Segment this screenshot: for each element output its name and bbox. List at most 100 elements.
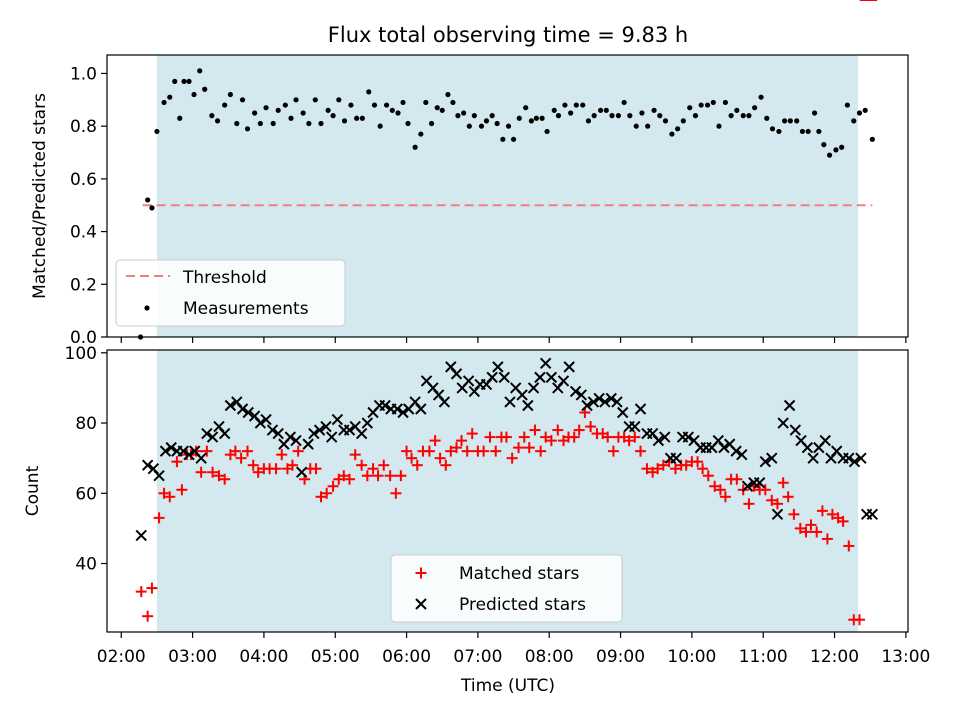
- matched-star-point: [367, 463, 379, 475]
- predicted-star-point: [522, 399, 534, 412]
- matched-star-point: [540, 431, 552, 443]
- cross-stroke-b: [159, 445, 172, 457]
- measurement-point: [555, 113, 562, 119]
- matched-star-point: [714, 484, 726, 496]
- measurement-point: [645, 123, 651, 129]
- matched-star-point: [195, 466, 207, 478]
- matched-star-point: [692, 456, 704, 468]
- matched-star-point: [518, 431, 530, 443]
- predicted-star-point: [254, 417, 267, 429]
- top-legend-box: [115, 259, 346, 327]
- matched-star-point: [270, 463, 282, 475]
- measurement-point: [597, 107, 604, 113]
- measurement-point: [500, 136, 506, 142]
- predicted-star-point: [766, 452, 778, 464]
- cross-stroke-b: [682, 431, 695, 443]
- predicted-star-point: [355, 427, 368, 440]
- matched-star-point: [235, 452, 247, 464]
- matched-star-point: [171, 456, 183, 468]
- cross-stroke-b: [509, 382, 522, 394]
- predicted-star-point: [771, 508, 784, 521]
- top-y-tick-label: 0.8: [70, 117, 97, 137]
- measurement-point: [222, 102, 228, 108]
- cross-stroke-b: [147, 462, 160, 475]
- predicted-star-point: [492, 361, 504, 373]
- measurement-point: [450, 99, 456, 106]
- measurement-point: [300, 110, 306, 116]
- matched-star-point: [327, 480, 339, 492]
- cross-stroke-b: [866, 508, 879, 521]
- predicted-star-point: [308, 427, 320, 440]
- cross-stroke-b: [789, 424, 802, 436]
- predicted-star-point: [302, 438, 314, 450]
- cross-stroke-b: [284, 431, 297, 443]
- top-panel-frame: [106, 54, 909, 338]
- matched-star-point: [252, 466, 264, 478]
- predicted-star-point: [391, 403, 404, 415]
- matched-star-point: [361, 470, 373, 482]
- predicted-star-point: [682, 431, 695, 443]
- measurement-point: [257, 120, 263, 127]
- matched-star-point: [568, 431, 580, 443]
- matched-star-point: [286, 459, 298, 471]
- measurement-point: [423, 99, 429, 106]
- measurement-point: [651, 107, 657, 113]
- matched-star-point: [766, 494, 778, 506]
- measurement-point: [869, 136, 875, 142]
- matched-star-point: [635, 445, 647, 457]
- legend-matched-swatch: [415, 567, 427, 579]
- measurement-point: [418, 131, 424, 137]
- predicted-star-point: [290, 434, 302, 447]
- cross-stroke-b: [320, 420, 332, 433]
- measurement-point: [239, 97, 246, 103]
- matched-star-point: [529, 424, 541, 436]
- matched-star-point: [731, 473, 743, 485]
- predicted-star-point: [284, 431, 297, 443]
- predicted-star-point: [266, 424, 279, 436]
- bottom-panel-frame: [106, 349, 909, 633]
- measurement-point: [341, 118, 348, 124]
- cross-stroke-b: [777, 417, 789, 429]
- matched-star-point: [816, 505, 828, 517]
- cross-stroke-b: [195, 452, 207, 464]
- cross-stroke-b: [659, 431, 671, 443]
- measurement-point: [149, 205, 155, 211]
- cross-stroke-b: [766, 452, 778, 464]
- cross-stroke-b: [498, 371, 510, 384]
- measurement-point: [325, 107, 331, 113]
- top-panel: 0.0 0.2 0.4 0.6 0.8 1.0 Matched/Predicted sta…: [30, 54, 909, 348]
- bottom-legend-box: [390, 554, 623, 623]
- cross-stroke-b: [153, 470, 165, 482]
- cross-stroke-b: [343, 424, 356, 436]
- measurement-point: [288, 115, 294, 121]
- measurement-point: [348, 102, 354, 108]
- cross-stroke-b: [290, 434, 302, 447]
- predicted-star-point: [611, 396, 623, 408]
- measurement-point: [782, 118, 788, 124]
- measurement-point: [434, 105, 440, 111]
- matched-star-point: [229, 445, 241, 457]
- x-tick-label: 12:00: [810, 647, 859, 667]
- legend-measurements-swatch: [144, 305, 150, 311]
- matched-star-point: [669, 463, 681, 475]
- cross-stroke-b: [534, 371, 546, 384]
- measurement-point: [439, 107, 445, 113]
- predicted-star-point: [438, 396, 451, 408]
- cross-stroke-b: [599, 396, 611, 408]
- cross-stroke-b: [605, 392, 617, 405]
- predicted-star-point: [736, 448, 748, 461]
- measurement-point: [167, 94, 173, 100]
- predicted-star-point: [498, 371, 510, 384]
- matched-star-point: [315, 491, 327, 503]
- measurement-point: [359, 115, 365, 121]
- cross-stroke-b: [545, 371, 558, 384]
- matched-star-point: [697, 463, 709, 475]
- matched-star-point: [484, 431, 496, 443]
- measurement-point: [318, 120, 324, 127]
- cross-stroke-b: [741, 480, 754, 492]
- x-tick-label: 02:00: [97, 647, 146, 667]
- cross-stroke-b: [462, 375, 475, 387]
- chart-title: Flux total observing time = 9.83 h: [328, 23, 688, 47]
- cross-stroke-b: [771, 508, 784, 521]
- measurement-point: [377, 123, 383, 129]
